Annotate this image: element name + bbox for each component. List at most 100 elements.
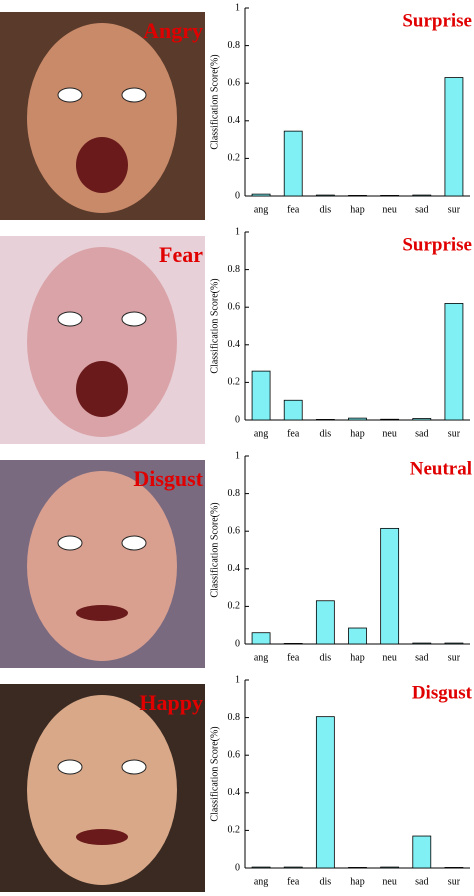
- true-label: Disgust: [133, 466, 203, 491]
- x-tick-label: fea: [287, 876, 300, 887]
- bar: [348, 195, 367, 197]
- x-tick-label: hap: [350, 204, 364, 215]
- true-label: Angry: [143, 18, 203, 43]
- y-axis-label: Classification Score(%): [209, 54, 220, 149]
- y-tick-label: 0.8: [228, 40, 241, 51]
- eye: [57, 311, 83, 327]
- y-tick-label: 1: [235, 450, 240, 461]
- mouth: [76, 605, 128, 621]
- bar: [251, 193, 271, 197]
- x-tick-label: ang: [254, 876, 268, 887]
- x-tick-label: neu: [382, 876, 396, 887]
- bar: [412, 835, 432, 869]
- y-tick-label: 0.4: [228, 115, 241, 126]
- true-label: Happy: [139, 690, 203, 715]
- y-tick-label: 0.8: [228, 488, 241, 499]
- bar: [251, 632, 271, 645]
- eye: [57, 759, 83, 775]
- bar: [412, 418, 432, 421]
- eye: [57, 535, 83, 551]
- chart-title: Surprise: [402, 234, 472, 255]
- bar: [444, 303, 464, 421]
- x-tick-label: dis: [320, 652, 332, 663]
- y-tick-label: 0.2: [228, 825, 241, 836]
- x-tick-label: ang: [254, 428, 268, 439]
- x-tick-label: hap: [350, 876, 364, 887]
- face: [27, 247, 177, 437]
- y-tick-label: 0.2: [228, 601, 241, 612]
- x-tick-label: neu: [382, 652, 396, 663]
- x-tick-label: sur: [448, 204, 461, 215]
- bar: [444, 867, 464, 869]
- bar: [380, 866, 400, 869]
- x-tick-label: dis: [320, 876, 332, 887]
- x-tick-label: sur: [448, 428, 461, 439]
- bar: [315, 419, 335, 421]
- bar: [412, 642, 432, 645]
- x-tick-label: neu: [382, 428, 396, 439]
- bar: [315, 600, 335, 645]
- y-tick-label: 0.4: [228, 563, 241, 574]
- true-label: Fear: [159, 242, 203, 267]
- y-tick-label: 0.6: [228, 525, 241, 536]
- x-tick-label: dis: [320, 204, 332, 215]
- y-tick-label: 0.2: [228, 377, 241, 388]
- eye: [121, 759, 147, 775]
- x-tick-label: ang: [254, 652, 268, 663]
- chart-title: Disgust: [412, 682, 473, 703]
- x-tick-label: sad: [415, 204, 428, 215]
- y-axis-label: Classification Score(%): [209, 726, 220, 821]
- mouth: [76, 829, 128, 845]
- bar: [380, 195, 400, 197]
- y-tick-label: 0.4: [228, 787, 241, 798]
- eye: [121, 535, 147, 551]
- x-tick-label: sad: [415, 428, 428, 439]
- x-tick-label: sur: [448, 652, 461, 663]
- bar: [380, 418, 400, 421]
- y-tick-label: 0.2: [228, 153, 241, 164]
- mouth: [76, 361, 128, 417]
- chart-title: Neutral: [410, 458, 472, 479]
- eye: [121, 87, 147, 103]
- y-tick-label: 0.8: [228, 712, 241, 723]
- bar: [348, 627, 367, 645]
- mouth: [76, 137, 128, 193]
- x-tick-label: sur: [448, 876, 461, 887]
- y-tick-label: 0.6: [228, 749, 241, 760]
- x-tick-label: dis: [320, 428, 332, 439]
- bar: [380, 527, 400, 645]
- bar: [315, 716, 335, 869]
- x-tick-label: fea: [287, 652, 300, 663]
- bar: [283, 130, 303, 197]
- bar: [251, 370, 271, 421]
- bar: [283, 866, 303, 869]
- bar: [444, 77, 464, 197]
- x-tick-label: sad: [415, 652, 428, 663]
- bar: [315, 194, 335, 197]
- bar: [283, 399, 303, 421]
- y-tick-label: 0: [235, 190, 240, 201]
- y-tick-label: 1: [235, 226, 240, 237]
- bar: [348, 417, 367, 421]
- x-tick-label: sad: [415, 876, 428, 887]
- y-axis-label: Classification Score(%): [209, 278, 220, 373]
- y-tick-label: 0: [235, 414, 240, 425]
- x-tick-label: hap: [350, 428, 364, 439]
- bar: [444, 642, 464, 645]
- eye: [121, 311, 147, 327]
- x-tick-label: neu: [382, 204, 396, 215]
- y-tick-label: 0.6: [228, 77, 241, 88]
- face: [27, 471, 177, 661]
- y-axis-label: Classification Score(%): [209, 502, 220, 597]
- face: [27, 23, 177, 213]
- x-tick-label: fea: [287, 204, 300, 215]
- y-tick-label: 0.8: [228, 264, 241, 275]
- x-tick-label: fea: [287, 428, 300, 439]
- y-tick-label: 0.6: [228, 301, 241, 312]
- y-tick-label: 0: [235, 862, 240, 873]
- x-tick-label: hap: [350, 652, 364, 663]
- bar: [251, 866, 271, 869]
- chart-title: Surprise: [402, 10, 472, 31]
- y-tick-label: 0: [235, 638, 240, 649]
